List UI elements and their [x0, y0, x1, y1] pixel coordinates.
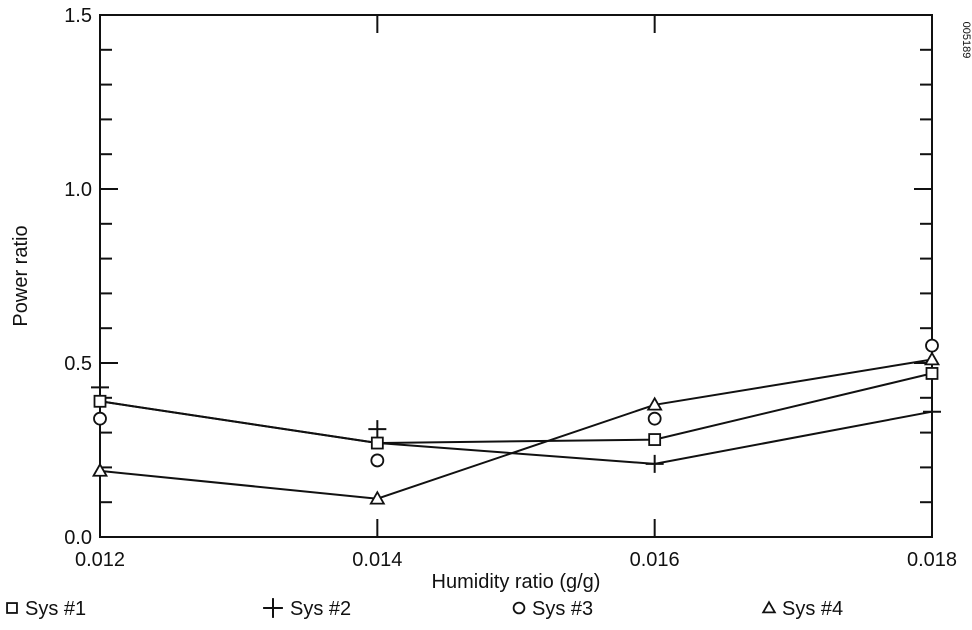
- axis-ticks: [99, 14, 933, 538]
- series-line: [99, 400, 933, 465]
- data-point-square: [93, 394, 107, 408]
- y-tick-label: 1.5: [64, 5, 92, 27]
- legend-label: Sys #4: [782, 598, 843, 620]
- data-point-triangle: [923, 351, 941, 366]
- y-tick-label: 0.5: [64, 353, 92, 375]
- y-tick-label: 0.0: [64, 527, 92, 549]
- data-point-plus: [91, 378, 109, 397]
- x-tick-label: 0.012: [75, 549, 125, 571]
- x-tick-label: 0.016: [630, 549, 680, 571]
- data-point-circle: [370, 453, 385, 468]
- data-point-plus: [368, 420, 387, 439]
- legend-symbol-circle: [512, 601, 526, 615]
- legend-symbol-square: [6, 602, 18, 614]
- legend-symbol-plus: [263, 598, 283, 618]
- data-point-circle: [925, 338, 939, 353]
- series-line: [99, 372, 933, 445]
- data-point-circle: [647, 411, 662, 426]
- data-point-circle: [93, 411, 107, 426]
- data-point-triangle: [91, 462, 109, 477]
- y-tick-label: 1.0: [64, 179, 92, 201]
- legend-label: Sys #1: [25, 598, 86, 620]
- x-tick-labels: 0.012 0.014 0.016 0.018: [75, 549, 957, 571]
- data-point-triangle: [369, 490, 386, 505]
- y-tick-labels: 0.0 0.5 1.0 1.5: [64, 5, 92, 549]
- y-axis-label: Power ratio: [10, 225, 32, 326]
- legend: Sys #1 Sys #2 Sys #3 Sys #4: [6, 598, 843, 620]
- data-point-triangle: [646, 396, 663, 411]
- side-label: 005189: [960, 22, 972, 59]
- legend-label: Sys #2: [290, 598, 351, 620]
- legend-label: Sys #3: [532, 598, 593, 620]
- x-tick-label: 0.014: [352, 549, 402, 571]
- plot-frame: [99, 14, 933, 538]
- data-point-square: [925, 367, 939, 380]
- x-tick-label: 0.018: [907, 549, 957, 571]
- data-markers: [91, 338, 941, 505]
- data-point-square: [648, 433, 662, 446]
- x-axis-label: Humidity ratio (g/g): [432, 571, 601, 593]
- series-lines: [99, 358, 933, 500]
- legend-symbol-triangle: [761, 600, 777, 614]
- data-point-plus: [923, 402, 941, 421]
- series-line: [99, 358, 933, 500]
- data-point-plus: [645, 454, 664, 473]
- data-point-square: [370, 436, 384, 450]
